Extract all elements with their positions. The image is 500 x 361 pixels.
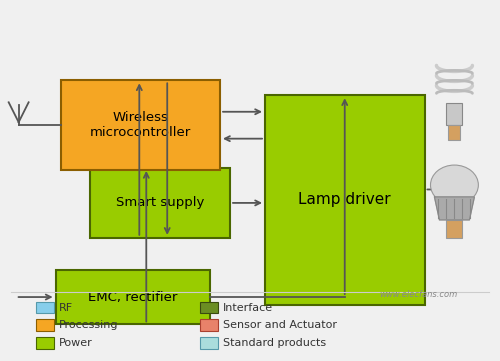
Bar <box>36 338 54 349</box>
Text: Lamp driver: Lamp driver <box>298 192 391 208</box>
Bar <box>200 301 218 313</box>
Bar <box>90 168 230 238</box>
Ellipse shape <box>430 165 478 205</box>
Bar <box>265 95 424 305</box>
Bar <box>200 319 218 331</box>
Text: Wireless
microcontroller: Wireless microcontroller <box>90 111 191 139</box>
Text: RF: RF <box>58 303 72 313</box>
Bar <box>56 270 210 325</box>
Bar <box>446 220 462 238</box>
Text: Standard products: Standard products <box>223 338 326 348</box>
Text: Smart supply: Smart supply <box>116 196 204 209</box>
Bar <box>36 319 54 331</box>
Polygon shape <box>434 197 474 220</box>
Bar <box>446 103 462 125</box>
Bar <box>36 301 54 313</box>
Text: EMC, rectifier: EMC, rectifier <box>88 291 178 304</box>
Text: Interface: Interface <box>223 303 273 313</box>
Bar <box>60 81 220 170</box>
Text: Processing: Processing <box>58 321 118 330</box>
Text: Sensor and Actuator: Sensor and Actuator <box>223 321 337 330</box>
Text: www.elecfans.com: www.elecfans.com <box>380 290 458 299</box>
Bar <box>448 125 460 140</box>
Text: Power: Power <box>58 338 92 348</box>
Bar <box>200 338 218 349</box>
